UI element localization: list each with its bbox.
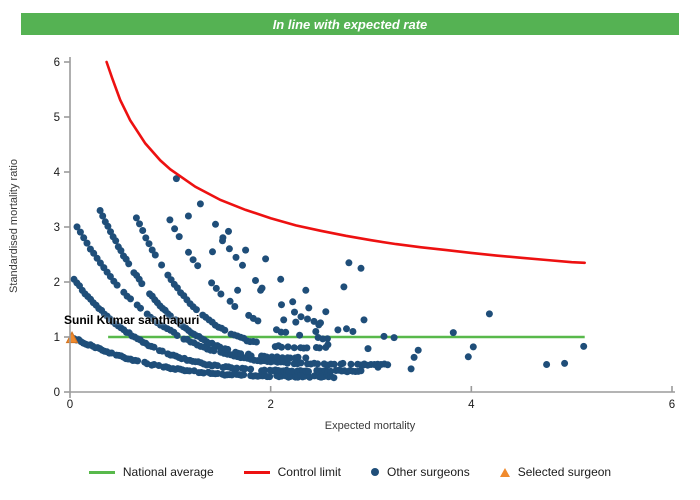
legend-item-other-surgeons: Other surgeons — [370, 465, 470, 479]
status-banner: In line with expected rate — [21, 13, 679, 35]
x-tick-label: 0 — [67, 399, 73, 411]
x-axis-title: Expected mortality — [324, 420, 416, 432]
other-surgeons-dot-swatch — [370, 468, 379, 476]
y-tick-label: 6 — [54, 57, 60, 69]
y-tick-label: 4 — [54, 167, 61, 179]
y-tick-label: 2 — [54, 277, 60, 289]
control-limit-line-swatch — [243, 470, 270, 474]
status-banner-title: In line with expected rate — [272, 16, 428, 32]
legend-label: Selected surgeon — [517, 465, 612, 479]
y-axis-title: Standardised mortality ratio — [8, 159, 20, 293]
y-tick-label: 5 — [54, 112, 60, 124]
y-tick-label: 3 — [54, 222, 60, 234]
y-tick-label: 1 — [54, 332, 60, 344]
selected-surgeon-label: Sunil Kumar santhapuri — [64, 313, 200, 327]
other-surgeons-dots — [70, 175, 588, 382]
x-tick-label: 4 — [468, 399, 475, 411]
legend-item-national-average: National average — [88, 465, 214, 479]
x-tick-label: 2 — [267, 399, 273, 411]
legend-label: Other surgeons — [386, 465, 470, 479]
legend-label: Control limit — [277, 465, 341, 479]
x-tick-label: 6 — [669, 399, 675, 411]
legend-label: National average — [122, 465, 214, 479]
selected-surgeon-triangle-swatch — [499, 467, 510, 477]
legend-item-control-limit: Control limit — [243, 465, 341, 479]
legend-item-selected-surgeon: Selected surgeon — [499, 465, 612, 479]
y-tick-label: 0 — [54, 387, 60, 399]
chart-legend: National average Control limit Other sur… — [0, 459, 700, 485]
control-limit-curve — [105, 60, 586, 265]
national-average-line-swatch — [88, 470, 115, 474]
